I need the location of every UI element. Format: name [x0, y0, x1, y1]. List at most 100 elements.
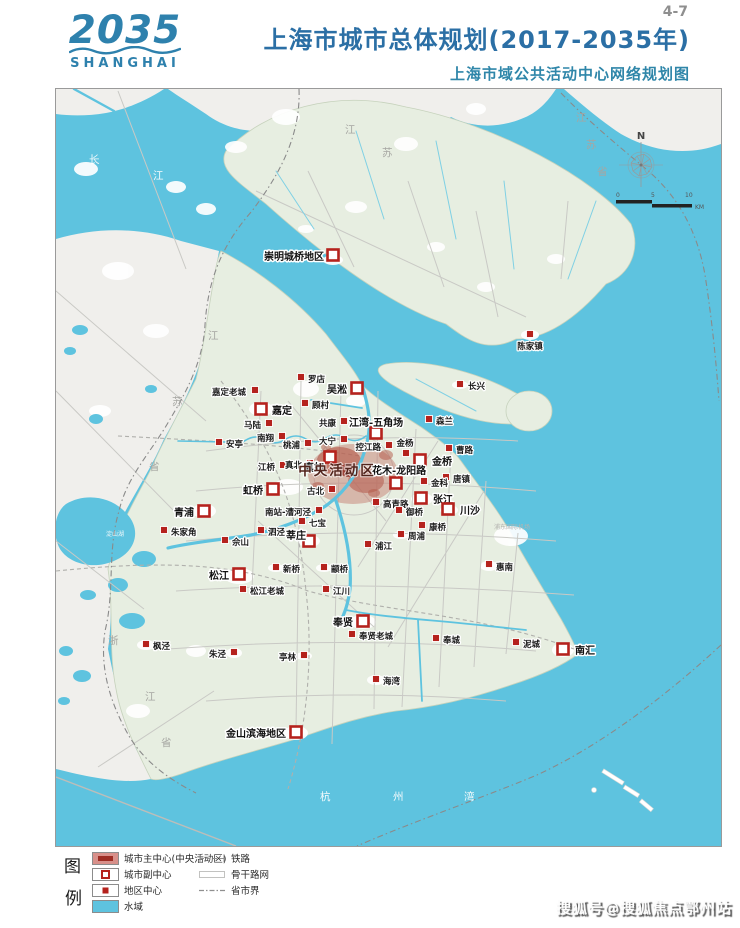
svg-text:KM: KM — [695, 204, 704, 211]
geo-label: 江 — [153, 170, 164, 182]
svg-text:嘉定: 嘉定 — [271, 404, 292, 417]
svg-text:10: 10 — [685, 192, 693, 199]
geo-label: 省 — [597, 165, 608, 178]
svg-text:大宁: 大宁 — [319, 436, 337, 447]
district-marker-南翔: 南翔 — [256, 432, 286, 445]
page-number: 4-7 — [662, 4, 688, 20]
svg-text:江桥: 江桥 — [258, 462, 276, 473]
district-marker-佘山: 佘山 — [221, 536, 250, 549]
geo-label: 浙 — [108, 635, 119, 647]
rail-swatch-icon — [198, 852, 226, 865]
svg-text:花木-龙阳路: 花木-龙阳路 — [372, 464, 427, 477]
svg-text:曹路: 曹路 — [456, 445, 474, 456]
road-swatch-icon — [198, 868, 226, 881]
legend-item-label: 城市副中心 — [124, 870, 172, 881]
district-marker-亭林: 亭林 — [278, 651, 308, 664]
map-legend: 图 例 城市主中心(中央活动区) 城市副中心 地区中心 水域 铁路 骨干路网 省市界 — [60, 850, 320, 922]
district-marker-松江老城: 松江老城 — [239, 585, 286, 598]
subcenter-marker-青浦: 青浦 — [173, 504, 211, 521]
subcenter-marker-奉贤: 奉贤 — [331, 614, 370, 631]
svg-text:顾村: 顾村 — [312, 400, 330, 411]
svg-text:控江路: 控江路 — [355, 442, 381, 453]
subc-swatch-icon — [92, 867, 119, 881]
svg-text:奉贤: 奉贤 — [332, 616, 354, 629]
legend-item-water: 水域 — [92, 898, 226, 914]
district-marker-七宝: 七宝 — [298, 517, 328, 530]
district-marker-高青路: 高青路 — [372, 498, 410, 511]
district-marker-浦江: 浦江 — [364, 540, 394, 553]
svg-text:枫泾: 枫泾 — [153, 641, 171, 652]
legend-item-subc: 城市副中心 — [92, 866, 226, 882]
svg-text:陈家镇: 陈家镇 — [517, 341, 543, 352]
subcenter-marker-金桥: 金桥 — [413, 453, 455, 470]
district-marker-金科: 金科 — [420, 477, 450, 490]
district-marker-顾村: 顾村 — [301, 399, 331, 412]
geo-label: 江 — [145, 691, 156, 703]
subcenter-marker-嘉定: 嘉定 — [254, 402, 294, 419]
subcenter-marker-真如: 真如 — [303, 450, 337, 476]
subcenter-marker-金山滨海地区: 金山滨海地区 — [224, 725, 303, 742]
district-marker-朱泾: 朱泾 — [207, 648, 238, 661]
district-marker-新桥: 新桥 — [272, 563, 302, 576]
geo-label: 省 — [161, 736, 172, 749]
svg-text:奉城: 奉城 — [442, 635, 461, 646]
district-marker-桃浦: 桃浦 — [282, 439, 312, 452]
district-marker-泥城: 泥城 — [512, 638, 542, 651]
legend-title-char-2: 例 — [65, 889, 82, 909]
svg-text:惠南: 惠南 — [496, 562, 514, 573]
geo-label: 浦东国际机场 — [494, 523, 530, 531]
district-marker-曹路: 曹路 — [445, 444, 475, 457]
legend-item-rail: 铁路 — [198, 850, 269, 866]
svg-text:南汇: 南汇 — [575, 644, 595, 657]
legend-item-dist: 地区中心 — [92, 882, 226, 898]
geo-label: 长 — [89, 154, 100, 166]
geo-label: 苏 — [586, 138, 597, 151]
svg-text:颛桥: 颛桥 — [331, 564, 349, 575]
district-marker-江桥: 江桥 — [257, 461, 287, 474]
geo-label: 湾 — [464, 790, 475, 803]
district-marker-康桥: 康桥 — [418, 521, 448, 534]
district-marker-惠南: 惠南 — [485, 560, 515, 574]
svg-text:泗泾: 泗泾 — [268, 527, 286, 538]
district-marker-海湾: 海湾 — [372, 675, 402, 688]
subcenter-marker-南汇: 南汇 — [556, 642, 597, 659]
logo-year-text: 2035 — [68, 8, 182, 53]
coast-line-sw — [55, 776, 237, 847]
geo-label: 江 — [208, 330, 219, 342]
legend-item-main: 城市主中心(中央活动区) — [92, 850, 226, 866]
svg-text:金桥: 金桥 — [431, 455, 453, 468]
district-marker-嘉定老城: 嘉定老城 — [210, 386, 259, 399]
map-canvas: 长江江苏江苏省江苏省浙江省杭州湾淀山湖浦东国际机场 陈家镇长兴罗店顾村嘉定老城马… — [55, 87, 722, 847]
district-marker-奉城: 奉城 — [432, 634, 462, 647]
svg-text:新桥: 新桥 — [283, 564, 301, 575]
main-swatch-icon — [92, 851, 119, 865]
svg-text:嘉定老城: 嘉定老城 — [211, 387, 247, 398]
geo-label: 淀山湖 — [106, 530, 124, 538]
geo-label: 杭 — [320, 790, 331, 803]
subcenter-marker-松江: 松江 — [208, 567, 246, 584]
district-marker-森兰: 森兰 — [425, 415, 455, 428]
svg-text:莘庄: 莘庄 — [286, 529, 306, 542]
svg-text:松江老城: 松江老城 — [250, 586, 285, 597]
svg-text:罗店: 罗店 — [308, 374, 326, 385]
district-marker-奉贤老城: 奉贤老城 — [348, 630, 395, 643]
svg-text:周浦: 周浦 — [408, 531, 426, 542]
svg-text:吴淞: 吴淞 — [327, 383, 347, 396]
svg-text:康桥: 康桥 — [429, 522, 447, 533]
district-marker-御桥: 御桥 — [395, 506, 425, 519]
compass-north-label: N — [637, 131, 645, 142]
district-marker-朱家角: 朱家角 — [160, 526, 198, 539]
geo-label: 省 — [149, 460, 160, 473]
svg-text:泥城: 泥城 — [523, 639, 541, 650]
subcenter-marker-花木-龙阳路: 花木-龙阳路 — [371, 463, 429, 490]
svg-text:南站-漕河泾: 南站-漕河泾 — [265, 507, 312, 518]
logo-wave-icon — [69, 46, 181, 55]
district-marker-金杨: 金杨 — [394, 437, 415, 457]
legend-item-label: 水域 — [124, 902, 144, 913]
svg-text:0: 0 — [616, 192, 620, 199]
geo-label: 苏 — [172, 395, 183, 408]
dist-swatch-icon — [92, 883, 119, 897]
watermark: 搜狐号@搜狐焦点鄂州站 — [555, 899, 732, 917]
svg-text:川沙: 川沙 — [459, 505, 480, 517]
water-swatch-icon — [92, 899, 119, 913]
